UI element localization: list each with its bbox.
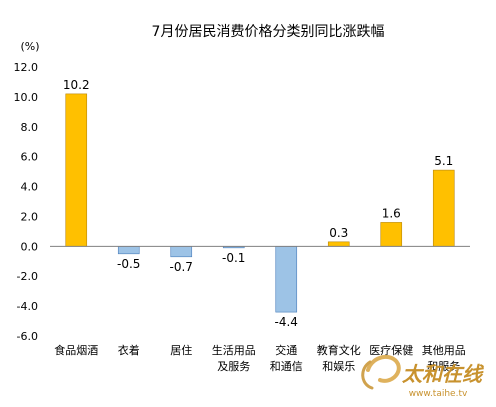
bar-value-label: -0.1: [222, 251, 245, 265]
bar: [117, 246, 140, 255]
x-category-label: 和通信: [270, 360, 303, 373]
x-category-label: 交通: [275, 343, 297, 357]
y-axis: 12.0 10.0 8.0 6.0 4.0 2.0 0.0 -2.0 -4.0 -6.0: [14, 61, 39, 343]
chart-title: 7月份居民消费价格分类别同比涨跌幅: [152, 24, 385, 40]
x-category-label: 其他用品: [422, 344, 466, 357]
x-category-label: 及服务: [217, 360, 250, 373]
watermark: 太和在线 www.taihe.tv: [361, 354, 485, 399]
y-tick-label: 10.0: [14, 91, 39, 104]
bar: [380, 222, 403, 247]
bar-value-label: 1.6: [382, 206, 401, 220]
watermark-swirl-icon: [361, 354, 401, 390]
bar-value-label: 5.1: [434, 154, 453, 168]
y-tick-label: -6.0: [17, 330, 38, 343]
watermark-url: www.taihe.tv: [409, 389, 468, 399]
bar: [170, 246, 193, 258]
x-category-label: 生活用品: [212, 343, 256, 357]
bar-value-label: -4.4: [275, 315, 298, 329]
y-tick-label: 4.0: [21, 181, 39, 194]
y-tick-label: 0.0: [21, 240, 39, 253]
y-tick-label: -2.0: [17, 270, 38, 283]
y-tick-label: 8.0: [21, 121, 39, 134]
watermark-brand: 太和在线: [401, 362, 485, 386]
x-category-label: 和服务: [427, 360, 460, 373]
x-category-label: 食品烟酒: [54, 343, 98, 357]
bar-value-label: -0.5: [117, 257, 140, 271]
y-tick-label: 2.0: [21, 210, 39, 223]
bar-value-label: 10.2: [63, 78, 90, 92]
bars: [65, 93, 455, 313]
bar: [327, 241, 350, 247]
x-category-label: 和娱乐: [322, 359, 355, 373]
y-tick-label: 6.0: [21, 151, 39, 164]
bar: [432, 169, 455, 247]
x-category-label: 医疗保健: [369, 343, 413, 357]
x-category-label: 教育文化: [317, 343, 361, 357]
bar: [65, 93, 88, 247]
bar-value-label: 0.3: [329, 226, 348, 240]
bar: [275, 246, 298, 313]
y-tick-label: 12.0: [14, 61, 39, 74]
y-unit-label: (%): [20, 40, 39, 53]
y-tick-label: -4.0: [17, 300, 38, 313]
x-category-label: 衣着: [118, 343, 140, 357]
x-category-label: 居住: [170, 343, 192, 357]
bar-value-label: -0.7: [170, 260, 193, 274]
data-labels: 10.2 -0.5 -0.7 -0.1 -4.4 0.3 1.6 5.1: [63, 78, 453, 329]
